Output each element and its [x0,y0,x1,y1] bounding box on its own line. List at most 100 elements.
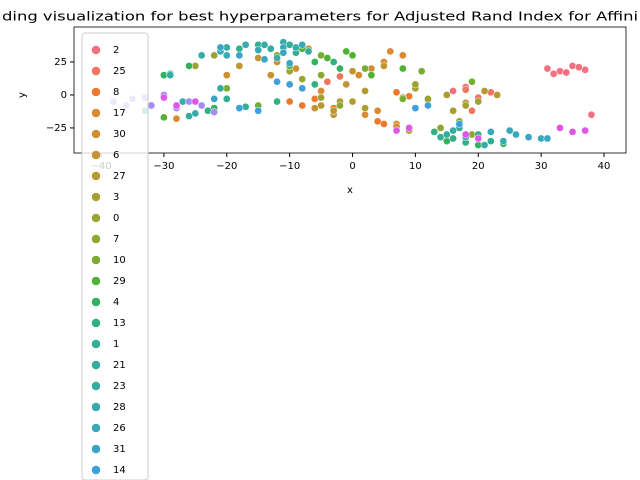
scatter-point [317,87,325,95]
scatter-point [191,97,200,106]
scatter-point [304,47,313,56]
scatter-point [398,51,407,60]
legend-label: 31 [113,444,126,455]
x-tick-label: 20 [472,161,485,172]
x-tick-label: 30 [535,161,548,172]
scatter-point [411,80,420,89]
scatter-point [298,40,307,49]
scatter-point [210,108,219,116]
scatter-point [172,114,181,123]
scatter-point [424,95,432,103]
scatter-point [493,91,501,99]
scatter-point [449,106,457,115]
scatter-point [574,63,583,72]
scatter-point [348,97,357,106]
legend-marker [91,129,101,139]
scatter-point [197,101,206,110]
scatter-point [310,58,319,66]
legend-label: 10 [113,255,126,266]
scatter-point [273,77,281,86]
scatter-point [524,133,533,142]
scatter-point [273,54,281,62]
scatter-point [216,43,225,52]
scatter-point [430,128,439,136]
scatter-point [386,47,395,56]
legend-label: 28 [113,402,126,413]
scatter-point [336,101,344,110]
legend-label: 7 [113,234,119,245]
scatter-point [298,101,307,110]
scatter-point [405,124,413,132]
scatter-point [254,106,263,115]
legend-marker [91,339,101,349]
scatter-point [468,77,476,86]
scatter-point [160,93,168,102]
y-axis-label: y [17,92,28,98]
scatter-point [455,120,464,128]
legend-marker [91,402,101,412]
plot-frame [73,26,627,154]
chart-title: ding visualization for best hyperparamet… [2,10,638,24]
scatter-point [147,101,156,110]
scatter-point [480,141,489,149]
legend-label: 4 [113,297,119,308]
scatter-point [204,106,212,115]
scatter-point [480,87,489,95]
x-tick-label: −30 [153,161,174,172]
scatter-point [329,58,338,66]
scatter-point [486,128,495,136]
scatter-point [323,77,332,86]
scatter-point [254,54,263,62]
legend-label: 17 [113,108,126,119]
legend-label: 1 [113,339,119,350]
scatter-point [266,44,275,53]
scatter-point [499,137,508,145]
legend-marker [91,234,101,244]
scatter-point [543,64,552,73]
scatter-point [317,93,325,102]
scatter-point [442,91,451,99]
scatter-point [298,75,307,83]
scatter-point [562,68,571,77]
legend-label: 14 [113,465,126,476]
scatter-point [424,101,432,110]
legend-marker [91,297,101,307]
scatter-point [361,64,369,73]
scatter-point [197,51,206,60]
scatter-point [461,130,470,139]
x-axis-label: x [347,185,353,196]
legend-marker [91,192,101,202]
scatter-point [235,62,244,70]
scatter-point [505,126,514,135]
x-tick-label: −20 [216,161,237,172]
scatter-point [235,44,244,53]
scatter-point [348,67,357,76]
x-tick-label: 10 [409,161,422,172]
scatter-point [235,51,244,60]
legend-marker [91,66,101,76]
scatter-point [442,130,451,139]
legend-marker [91,87,101,97]
scatter-point [260,40,269,49]
scatter-point [222,71,231,80]
legend-marker [91,45,101,55]
scatter-point [279,48,288,57]
scatter-point [436,124,445,132]
scatter-point [373,117,382,126]
scatter-point [543,134,552,143]
scatter-point [348,51,357,60]
legend-label: 26 [113,423,126,434]
legend-label: 27 [113,171,126,182]
legend-marker [91,213,101,223]
y-tick-label: 0 [61,90,67,101]
y-tick-label: 25 [54,57,67,68]
scatter-point [310,95,319,103]
scatter-point [417,67,426,76]
scatter-point [235,104,244,112]
scatter-point [468,106,476,115]
scatter-point [398,95,407,103]
legend-marker [91,423,101,433]
scatter-point [449,134,457,143]
scatter-point [474,97,483,106]
